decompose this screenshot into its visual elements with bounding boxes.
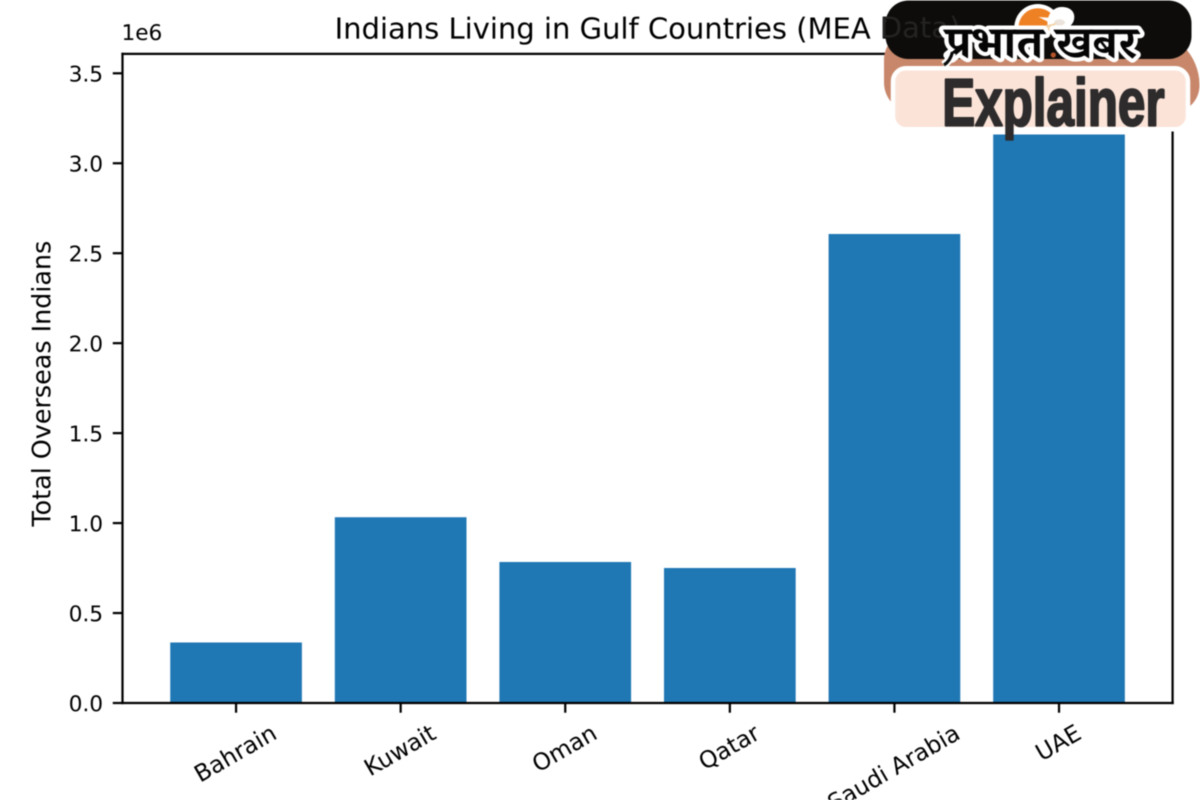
svg-text:Explainer: Explainer	[942, 66, 1164, 140]
